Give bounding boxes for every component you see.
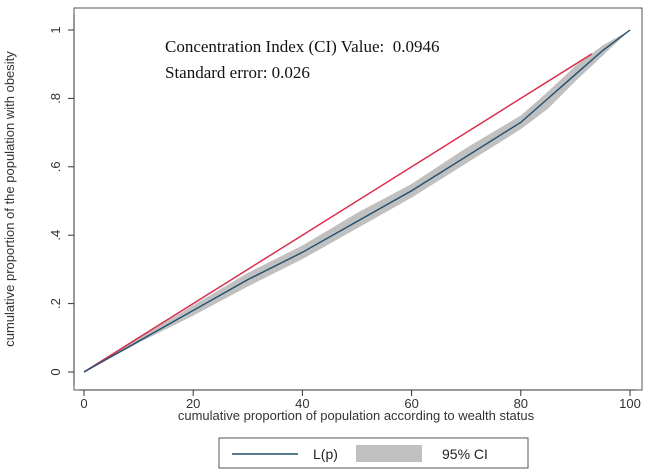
y-tick-label: .4 — [48, 230, 63, 241]
x-tick-label: 40 — [295, 396, 309, 411]
legend-label-ci: 95% CI — [442, 446, 488, 462]
line-of-equality — [83, 53, 593, 373]
x-tick-label: 0 — [80, 396, 87, 411]
x-tick-label: 80 — [514, 396, 528, 411]
y-tick-label: .8 — [48, 93, 63, 104]
ci-value-annotation: Concentration Index (CI) Value: 0.0946 — [165, 37, 439, 56]
y-axis-title: cumulative proportion of the population … — [2, 51, 17, 347]
x-axis-ticks: 0 20 40 60 80 100 — [80, 390, 641, 411]
legend: L(p) 95% CI — [218, 437, 529, 469]
legend-band-swatch — [356, 445, 422, 462]
x-axis-title: cumulative proportion of population acco… — [178, 408, 535, 423]
y-tick-label: .6 — [48, 161, 63, 172]
legend-label-lp: L(p) — [313, 446, 338, 462]
y-tick-label: 1 — [48, 26, 63, 33]
y-tick-label: 0 — [48, 368, 63, 375]
plot-area — [73, 7, 643, 391]
y-axis-ticks: 0 .2 .4 .6 .8 1 — [48, 26, 74, 376]
x-tick-label: 20 — [186, 396, 200, 411]
lp-curve-line — [83, 29, 631, 373]
y-tick-label: .2 — [48, 298, 63, 309]
standard-error-annotation: Standard error: 0.026 — [165, 63, 310, 82]
x-tick-label: 60 — [404, 396, 418, 411]
series-layer — [83, 29, 631, 373]
x-tick-label: 100 — [619, 396, 641, 411]
